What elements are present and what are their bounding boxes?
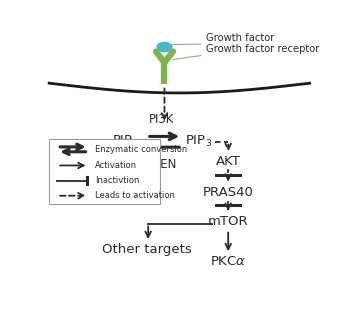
Text: AKT: AKT [216,155,241,168]
Ellipse shape [157,42,172,52]
Text: Inactivtion: Inactivtion [95,176,140,185]
Text: PIP$_3$: PIP$_3$ [185,134,212,149]
Text: Leads to activation: Leads to activation [95,191,175,200]
Text: PIP$_2$: PIP$_2$ [112,134,139,149]
Text: Growth factor: Growth factor [206,33,275,43]
Text: mTOR: mTOR [208,215,248,228]
Text: PKC$\alpha$: PKC$\alpha$ [210,255,246,268]
Text: Activation: Activation [95,161,138,170]
FancyBboxPatch shape [49,139,160,204]
Text: PRAS40: PRAS40 [203,186,254,199]
Text: Other targets: Other targets [102,243,192,256]
Text: Growth factor receptor: Growth factor receptor [206,44,320,55]
Text: PI3K: PI3K [149,113,174,126]
Text: PTEN: PTEN [147,158,177,171]
Text: Enzymatic conversion: Enzymatic conversion [95,145,188,154]
